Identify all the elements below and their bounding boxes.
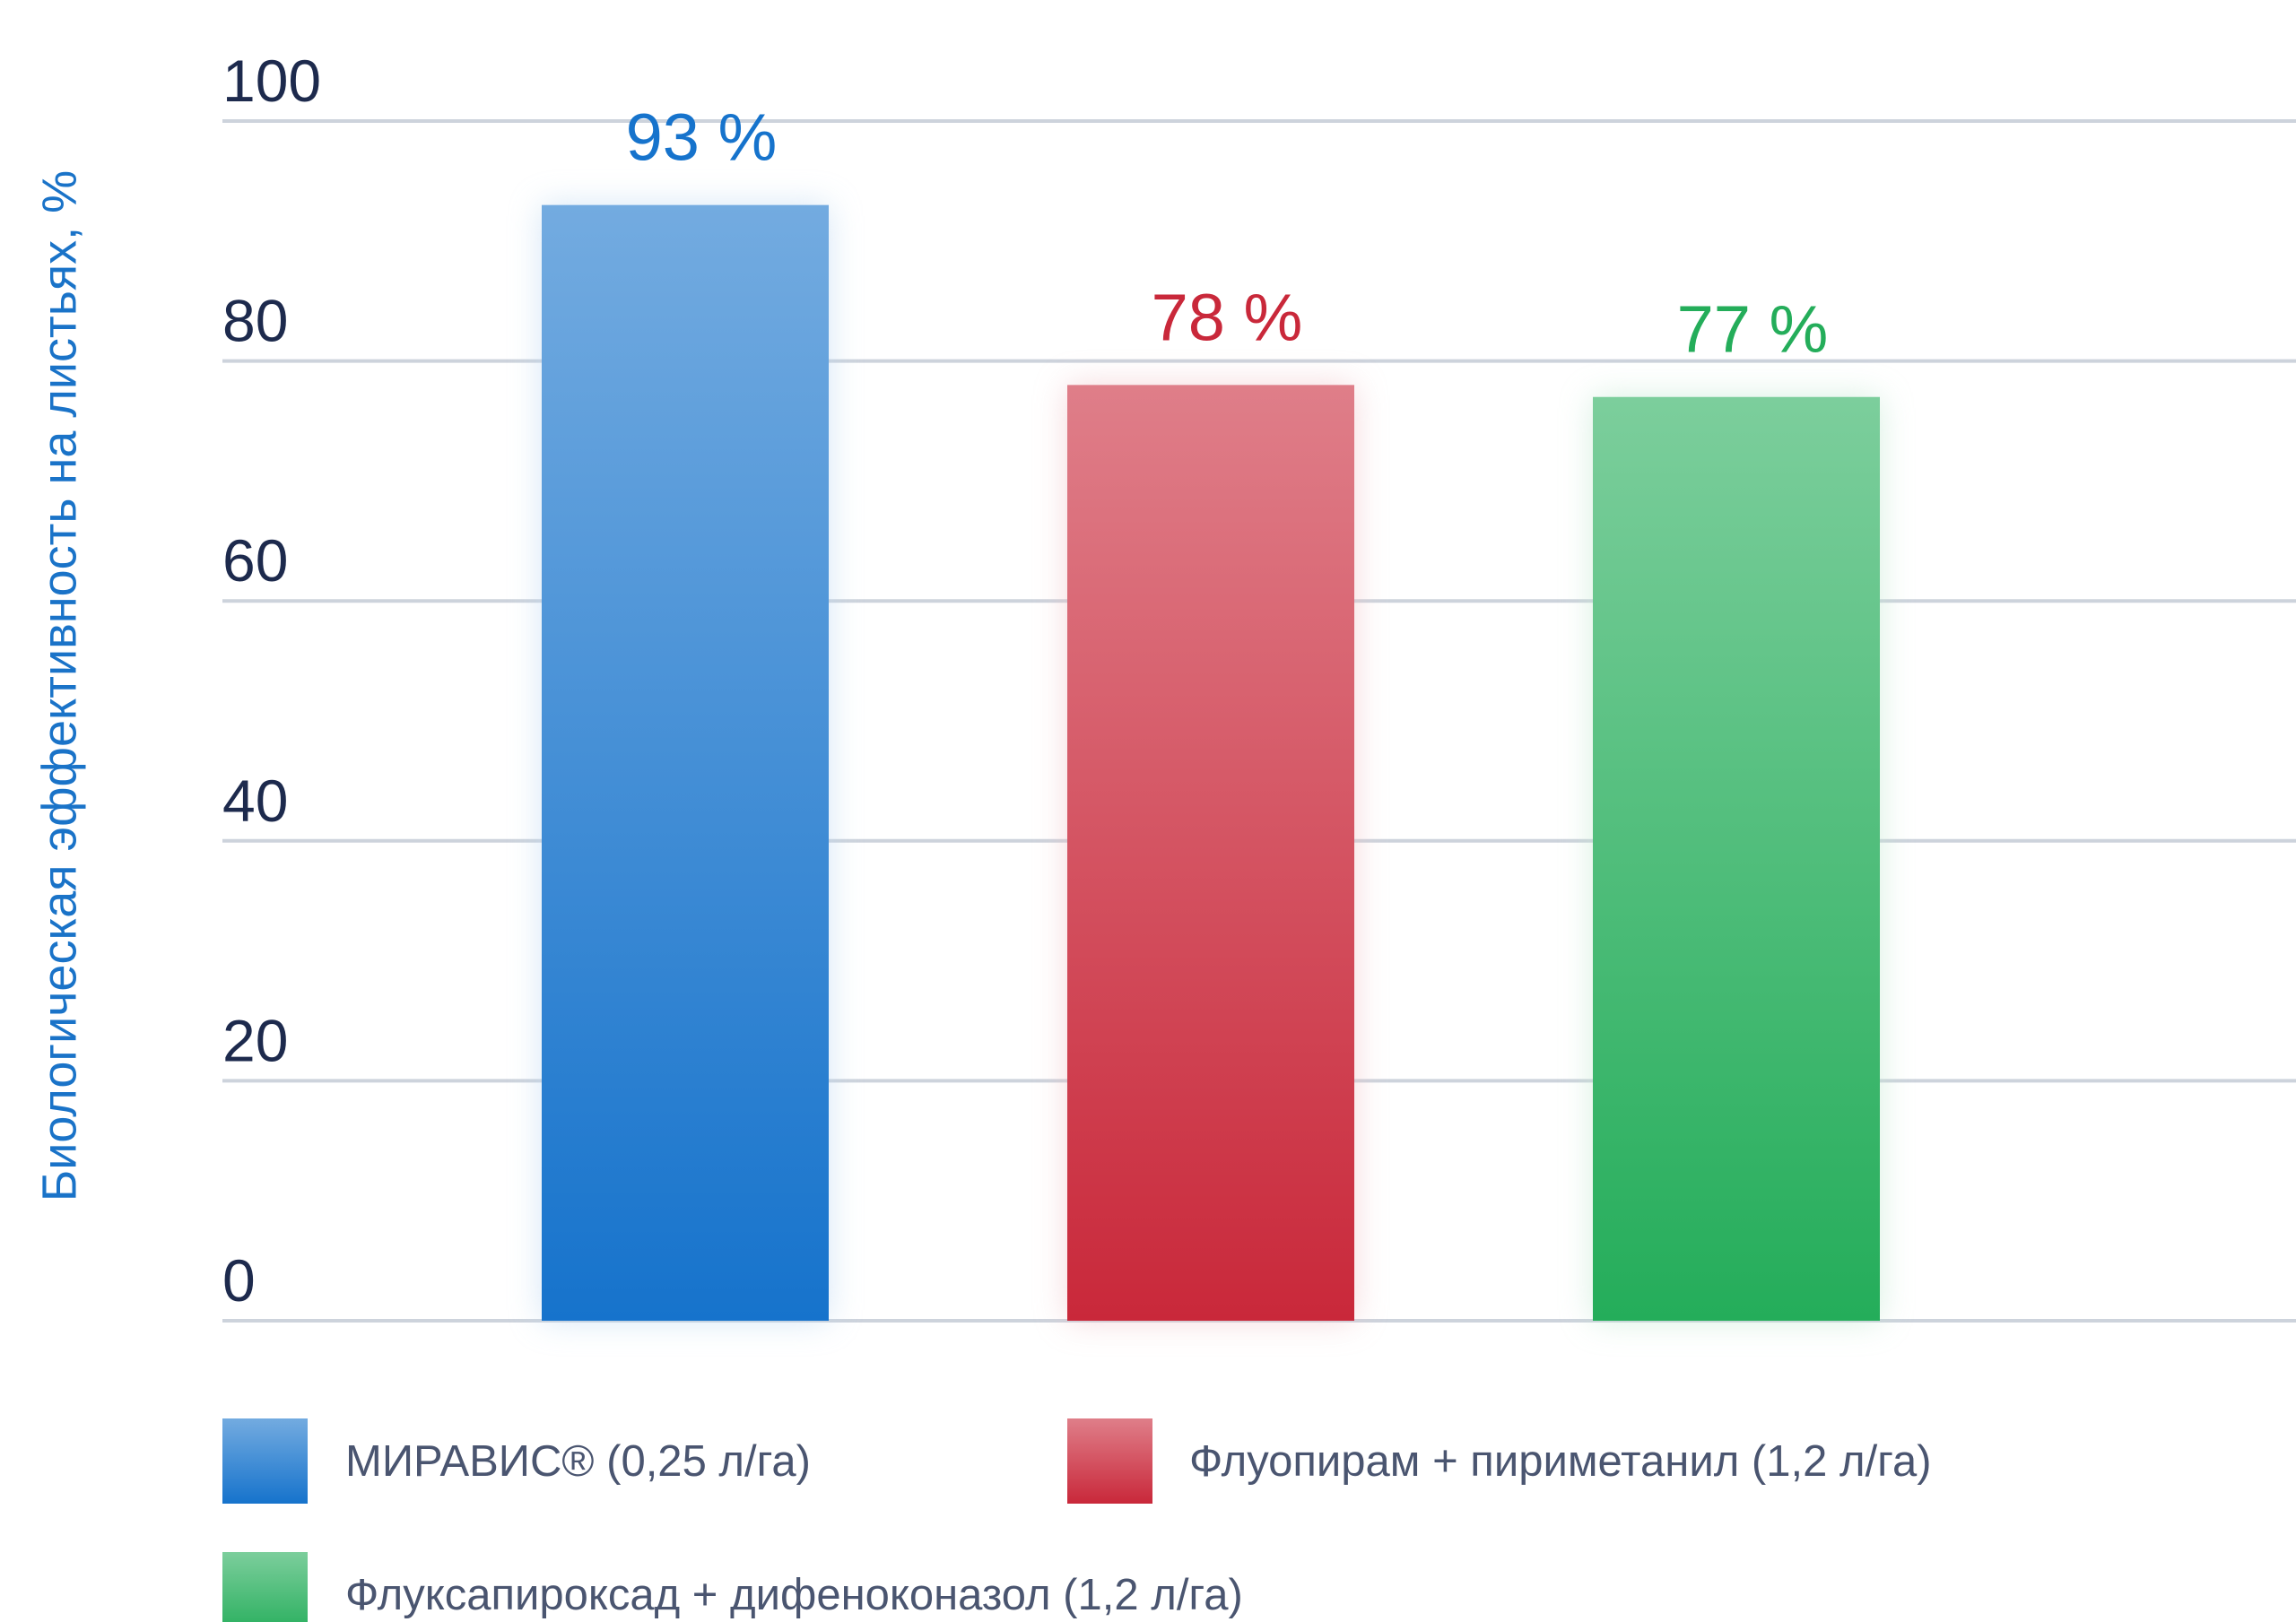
y-axis-title: Биологическая эффективность на листьях, …: [32, 170, 86, 1201]
bar: [1593, 396, 1880, 1321]
y-tick-label: 80: [222, 288, 288, 354]
bar: [1067, 385, 1354, 1321]
legend-label: МИРАВИС® (0,25 л/га): [345, 1437, 811, 1486]
bar: [542, 204, 829, 1321]
y-tick-label: 60: [222, 527, 288, 594]
legend-swatch: [222, 1418, 308, 1504]
y-tick-label: 100: [222, 48, 321, 114]
legend-label: Флуксапироксад + дифеноконазол (1,2 л/га…: [345, 1571, 1243, 1619]
y-tick-label: 20: [222, 1007, 288, 1073]
value-label: 78 %: [1152, 280, 1303, 354]
value-label: 93 %: [626, 100, 778, 175]
value-label: 77 %: [1677, 292, 1829, 367]
legend-swatch: [222, 1552, 308, 1622]
legend-swatch: [1067, 1418, 1152, 1504]
y-tick-label: 40: [222, 768, 288, 834]
legend-label: Флуопирам + пириметанил (1,2 л/га): [1189, 1437, 1932, 1486]
y-tick-label: 0: [222, 1247, 256, 1314]
